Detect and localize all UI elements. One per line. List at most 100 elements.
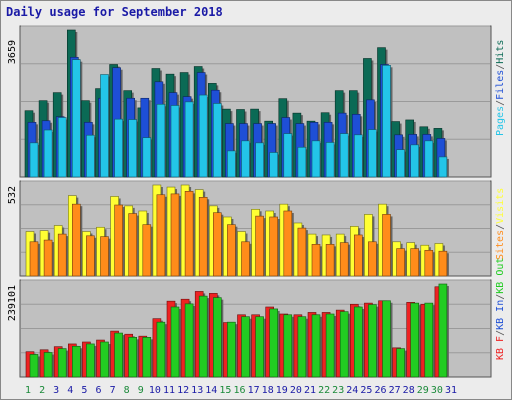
x-tick-label-19: 19	[276, 385, 288, 396]
bar-kbin-14	[213, 297, 224, 378]
x-tick-label-15: 15	[219, 385, 231, 396]
bar-kbin-27	[396, 348, 407, 378]
y-max-label-3: 239101	[7, 285, 18, 321]
bar-pages-17	[255, 142, 266, 178]
x-tick-label-21: 21	[304, 385, 316, 396]
x-tick-label-8: 8	[124, 385, 130, 396]
bar-sites-19	[283, 210, 294, 277]
x-tick-label-24: 24	[346, 385, 358, 396]
bar-sites-29	[424, 250, 435, 277]
bar-sites-24	[353, 234, 365, 277]
bar-kbin-4	[72, 345, 83, 378]
bar-kbin-19	[283, 314, 294, 378]
bar-kbin-8	[128, 337, 139, 378]
x-tick-label-25: 25	[360, 385, 372, 396]
bar-sites-14	[213, 212, 224, 277]
y-max-label-1: 3659	[7, 40, 18, 64]
bar-kbin-3	[57, 348, 69, 378]
bar-kbin-6	[100, 341, 111, 378]
bar-kbin-11	[170, 306, 181, 378]
bar-pages-16	[241, 140, 252, 178]
x-tick-label-23: 23	[332, 385, 344, 396]
bar-pages-6	[100, 74, 111, 178]
bar-pages-22	[325, 142, 337, 178]
y-max-label-2: 532	[7, 186, 18, 204]
bar-kbin-2	[43, 352, 55, 378]
bar-pages-24	[353, 134, 365, 178]
bar-kbin-21	[311, 314, 322, 378]
bar-kbin-29	[424, 302, 435, 378]
bar-sites-12	[184, 191, 196, 277]
x-tick-label-26: 26	[374, 385, 386, 396]
chart-title: Daily usage for September 2018	[6, 5, 223, 19]
bar-kbin-23	[339, 311, 351, 378]
bar-kbin-15	[227, 321, 238, 378]
bar-pages-15	[227, 150, 238, 178]
x-tick-label-2: 2	[39, 385, 45, 396]
bar-sites-3	[57, 233, 69, 277]
x-tick-label-12: 12	[177, 385, 189, 396]
bar-kbin-22	[325, 313, 337, 378]
bar-kbin-1	[29, 354, 40, 378]
bar-sites-8	[128, 213, 139, 277]
bar-sites-10	[156, 194, 167, 277]
bar-pages-9	[142, 137, 153, 178]
bar-sites-28	[410, 248, 421, 277]
bar-kbin-13	[198, 295, 210, 378]
bar-pages-14	[213, 103, 224, 178]
x-tick-label-22: 22	[318, 385, 330, 396]
bar-sites-13	[198, 197, 210, 277]
bar-pages-2	[43, 129, 55, 178]
bar-sites-9	[142, 224, 153, 277]
bar-kbin-24	[353, 306, 365, 378]
x-tick-label-27: 27	[389, 385, 401, 396]
bar-sites-7	[114, 204, 125, 277]
bar-pages-28	[410, 144, 421, 178]
x-tick-label-10: 10	[149, 385, 161, 396]
bar-kbin-25	[368, 304, 379, 378]
x-tick-label-3: 3	[53, 385, 59, 396]
bar-kbin-7	[114, 332, 125, 378]
bar-sites-4	[72, 203, 83, 277]
bar-sites-17	[255, 215, 266, 277]
bar-sites-1	[29, 241, 40, 277]
x-tick-label-4: 4	[67, 385, 73, 396]
bar-kbin-5	[86, 343, 97, 378]
side-legend-3: KB F/KB In/KB Out	[495, 258, 506, 360]
bar-kbin-28	[410, 302, 421, 378]
bar-pages-10	[156, 103, 167, 178]
x-tick-label-14: 14	[205, 385, 217, 396]
bar-sites-16	[241, 241, 252, 277]
bar-pages-26	[382, 65, 393, 178]
x-tick-label-7: 7	[110, 385, 116, 396]
bar-kbin-16	[241, 316, 252, 378]
bar-pages-23	[339, 133, 351, 178]
bar-kbin-26	[382, 300, 393, 378]
bar-pages-7	[114, 118, 125, 178]
x-tick-label-31: 31	[445, 385, 457, 396]
bar-pages-18	[269, 152, 280, 178]
bar-pages-4	[72, 59, 83, 178]
bar-sites-22	[325, 244, 337, 277]
side-legend-1: Pages/Files/Hits	[495, 40, 506, 136]
bar-kbin-10	[156, 321, 167, 378]
x-tick-label-16: 16	[233, 385, 245, 396]
bar-sites-21	[311, 244, 322, 277]
bar-pages-5	[86, 134, 97, 178]
bar-sites-25	[368, 241, 379, 277]
x-tick-label-17: 17	[248, 385, 260, 396]
bar-sites-5	[86, 235, 97, 277]
x-tick-label-5: 5	[81, 385, 87, 396]
bar-pages-19	[283, 133, 294, 178]
x-tick-label-1: 1	[25, 385, 31, 396]
bar-sites-18	[269, 216, 280, 277]
bar-pages-3	[57, 117, 69, 178]
bar-sites-15	[227, 224, 238, 277]
x-tick-label-29: 29	[417, 385, 429, 396]
bar-pages-1	[29, 142, 40, 178]
bar-kbin-30	[438, 283, 449, 378]
bar-pages-13	[198, 94, 210, 178]
x-tick-label-13: 13	[191, 385, 203, 396]
x-tick-label-28: 28	[403, 385, 415, 396]
side-legend-2: Sites/Visits	[495, 188, 506, 260]
